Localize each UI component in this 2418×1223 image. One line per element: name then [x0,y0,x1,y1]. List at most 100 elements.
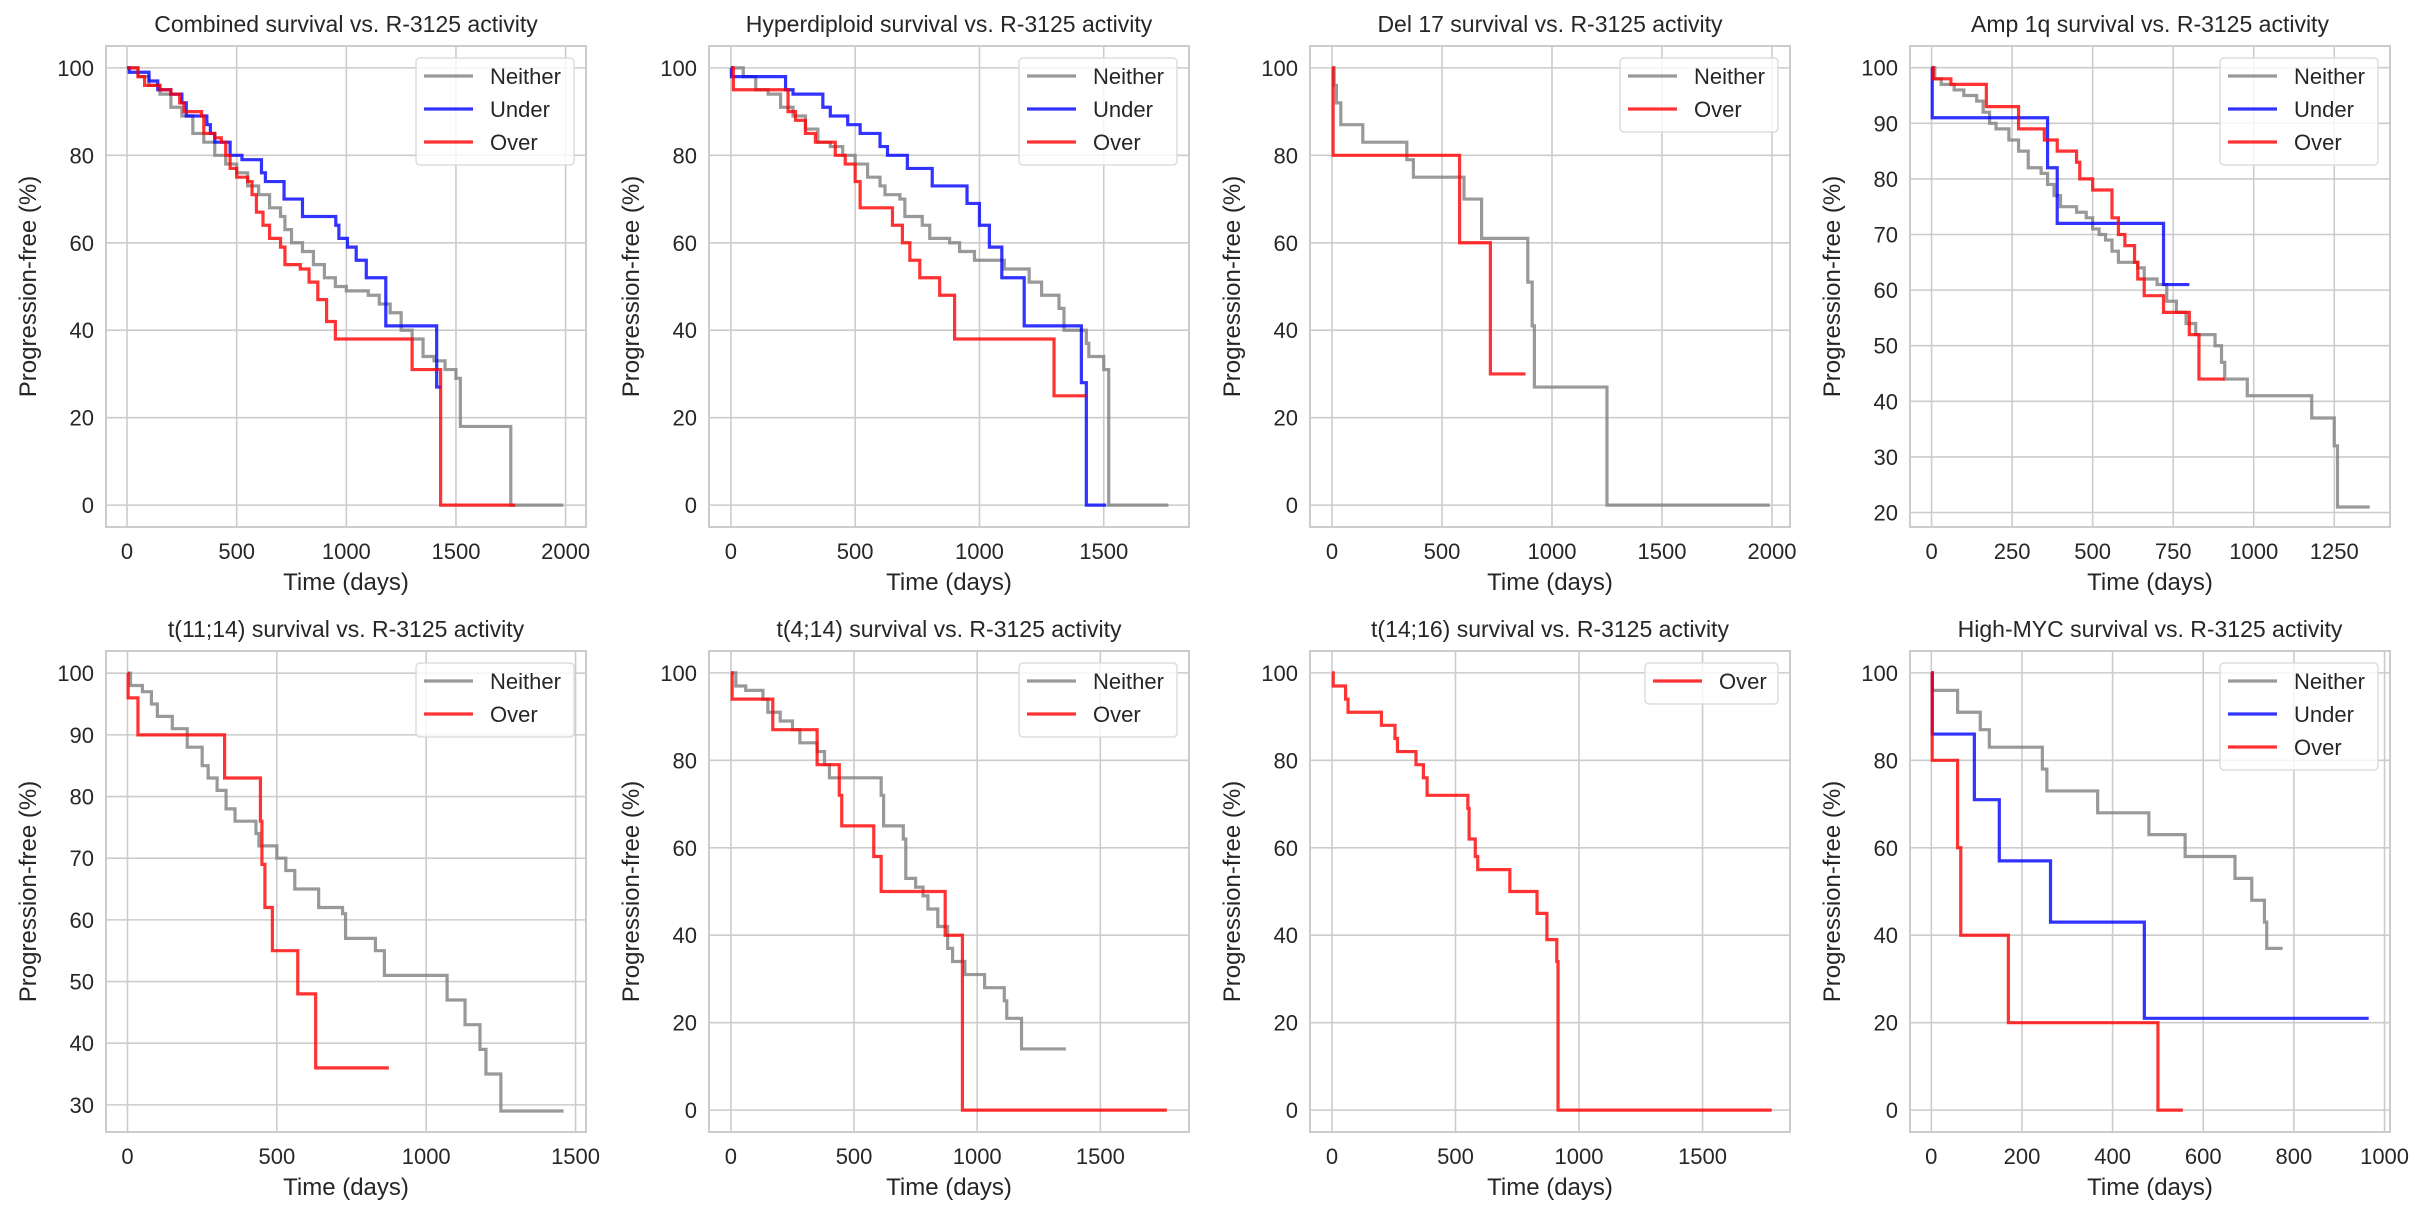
x-tick-label: 1500 [1637,539,1686,564]
series-line-neither [1930,671,2283,950]
series-line-over [126,671,389,1070]
subplot-title: t(14;16) survival vs. R-3125 activity [1371,616,1729,642]
legend-label: Under [2294,702,2354,727]
subplot-6: 0 500 1000 1500 0 20 40 60 80 100 t(4;14) survival… [618,616,1190,1201]
axes-frame [1909,45,2391,528]
series-line-over [730,671,1167,1112]
y-tick-label: 80 [1274,748,1298,773]
x-tick-label: 1000 [322,539,371,564]
legend-label: Over [1093,702,1141,727]
x-tick-label: 600 [2185,1144,2222,1169]
subplot-title: Del 17 survival vs. R-3125 activity [1377,11,1723,37]
x-tick-label: 1500 [551,1144,600,1169]
legend-label: Over [1093,130,1141,155]
y-tick-label: 60 [1874,836,1898,861]
y-tick-label: 60 [1274,836,1298,861]
y-tick-label: 90 [70,723,94,748]
y-tick-label: 30 [1874,445,1898,470]
y-axis-label: Progression-free (%) [618,781,645,1002]
y-axis-label: Progression-free (%) [15,781,42,1002]
x-tick-label: 1000 [2229,539,2278,564]
x-tick-label: 1000 [1555,1144,1604,1169]
series-line-neither [1931,66,2370,509]
series-line-neither [127,671,564,1113]
y-tick-label: 20 [1274,1011,1298,1036]
y-axis-label: Progression-free (%) [1819,781,1846,1002]
y-tick-label: 100 [660,661,697,686]
x-tick-label: 500 [258,1144,295,1169]
x-tick-label: 2000 [1747,539,1796,564]
legend-box [2219,662,2379,771]
y-axis-label: Progression-free (%) [1819,176,1846,397]
y-axis-label: Progression-free (%) [1219,781,1246,1002]
y-tick-label: 0 [685,493,697,518]
legend: Neither Under Over [1018,57,1178,166]
x-tick-label: 1250 [2310,539,2359,564]
y-tick-label: 100 [1261,661,1298,686]
y-tick-label: 50 [70,970,94,995]
legend-label: Under [1093,97,1153,122]
x-tick-label: 500 [2074,539,2111,564]
x-tick-label: 500 [837,539,874,564]
legend-box [2219,57,2379,166]
y-tick-label: 80 [673,143,697,168]
x-tick-label: 1500 [1076,1144,1125,1169]
x-tick-label: 1000 [1528,539,1577,564]
series-line-over [730,66,1087,398]
y-tick-label: 20 [673,406,697,431]
axes-frame [708,45,1190,528]
x-axis-label: Time (days) [1487,569,1613,596]
legend-label: Under [2294,97,2354,122]
subplot-title: Hyperdiploid survival vs. R-3125 activit… [746,11,1153,37]
subplot-7: 0 500 1000 1500 0 20 40 60 80 100 t(14;16) surviva… [1219,616,1791,1201]
y-tick-label: 60 [673,836,697,861]
x-tick-label: 500 [1437,1144,1474,1169]
y-tick-label: 40 [1274,318,1298,343]
series-line-over [1331,671,1772,1112]
x-axis-label: Time (days) [886,1174,1012,1201]
x-tick-label: 0 [1326,539,1338,564]
y-tick-label: 80 [70,785,94,810]
y-tick-label: 0 [1286,1098,1298,1123]
y-tick-label: 20 [1274,406,1298,431]
y-tick-label: 100 [1861,661,1898,686]
y-tick-label: 100 [1861,56,1898,81]
series-line-under [1930,66,2190,287]
y-tick-label: 100 [57,661,94,686]
y-tick-label: 60 [673,231,697,256]
subplot-3: 0 500 1000 1500 2000 0 20 40 60 80 100 Del 17 survi… [1219,11,1796,596]
x-tick-label: 500 [1424,539,1461,564]
subplot-4: 0 250 500 750 1000 1250 20 30 40 50 60 70 80 90 100 Amp… [1819,11,2391,596]
subplot-1: 0 500 1000 1500 2000 0 20 40 60 80 100 Combined sur… [15,11,590,596]
x-tick-label: 1000 [955,539,1004,564]
legend-label: Over [490,130,538,155]
x-axis-label: Time (days) [283,569,409,596]
legend-label: Neither [2294,669,2365,694]
x-tick-label: 0 [121,1144,133,1169]
x-axis-label: Time (days) [283,1174,409,1201]
legend-label: Neither [1093,64,1164,89]
x-tick-label: 750 [2155,539,2192,564]
y-tick-label: 70 [1874,223,1898,248]
y-tick-label: 90 [1874,111,1898,136]
legend: Neither Over [1619,57,1779,133]
y-tick-label: 50 [1874,334,1898,359]
legend: Neither Over [1018,662,1178,738]
legend-label: Neither [490,64,561,89]
y-tick-label: 80 [673,748,697,773]
x-axis-label: Time (days) [2087,569,2213,596]
axes-frame [105,650,587,1133]
y-tick-label: 40 [1874,389,1898,414]
y-tick-label: 60 [1274,231,1298,256]
legend: Neither Over [415,662,575,738]
x-tick-label: 1000 [2360,1144,2409,1169]
y-tick-label: 0 [1886,1098,1898,1123]
axes-frame [1909,650,2391,1133]
legend-label: Over [2294,735,2342,760]
x-tick-label: 0 [1925,539,1937,564]
legend-label: Over [2294,130,2342,155]
legend: Neither Under Over [415,57,575,166]
x-tick-label: 500 [218,539,255,564]
y-tick-label: 40 [70,1031,94,1056]
